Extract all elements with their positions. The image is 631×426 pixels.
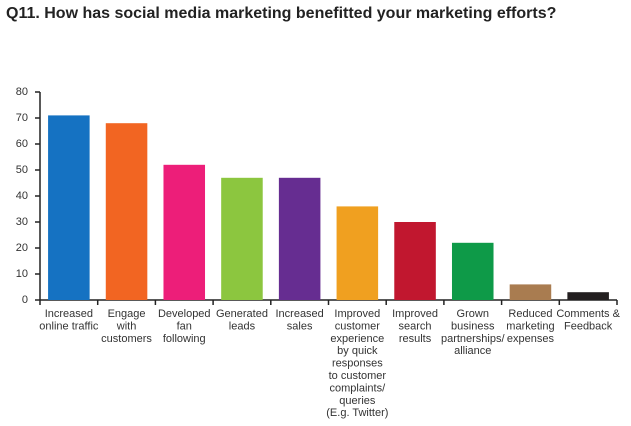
x-tick-label: Generated leads xyxy=(216,308,268,332)
bar xyxy=(221,177,263,300)
y-tick-label: 20 xyxy=(16,242,28,254)
y-tick-label: 80 xyxy=(16,86,28,98)
x-tick-label: Grown business partnerships/alliance xyxy=(441,308,506,357)
bar xyxy=(394,222,436,300)
chart-title: Q11. How has social media marketing bene… xyxy=(6,5,556,22)
x-tick-label: Increased sales xyxy=(275,308,323,332)
bar xyxy=(509,284,552,300)
y-tick-label: 50 xyxy=(16,164,28,176)
x-tick-label: Increased online traffic xyxy=(39,308,99,332)
y-tick-label: 70 xyxy=(16,112,28,124)
y-tick-label: 10 xyxy=(16,268,28,280)
y-tick-label: 40 xyxy=(16,190,28,202)
bar xyxy=(278,177,321,300)
bar xyxy=(48,115,90,301)
bar xyxy=(163,164,206,300)
x-tick-label: Improved search results xyxy=(392,308,438,345)
x-tick-label: Improved customer experience by quick respon… xyxy=(326,308,388,419)
y-tick-label: 60 xyxy=(16,138,28,150)
bar xyxy=(567,292,609,300)
bar xyxy=(451,242,494,300)
bar xyxy=(105,123,148,300)
x-tick-label: Reduced marketing expenses xyxy=(506,308,554,345)
x-tick-label: Comments & Feedback xyxy=(556,308,620,332)
x-tick-label: Developed fan following xyxy=(158,308,211,345)
y-tick-label: 30 xyxy=(16,216,28,228)
x-tick-label: Engage with customers xyxy=(101,308,152,345)
y-tick-label: 0 xyxy=(22,294,28,306)
bar xyxy=(336,206,379,300)
